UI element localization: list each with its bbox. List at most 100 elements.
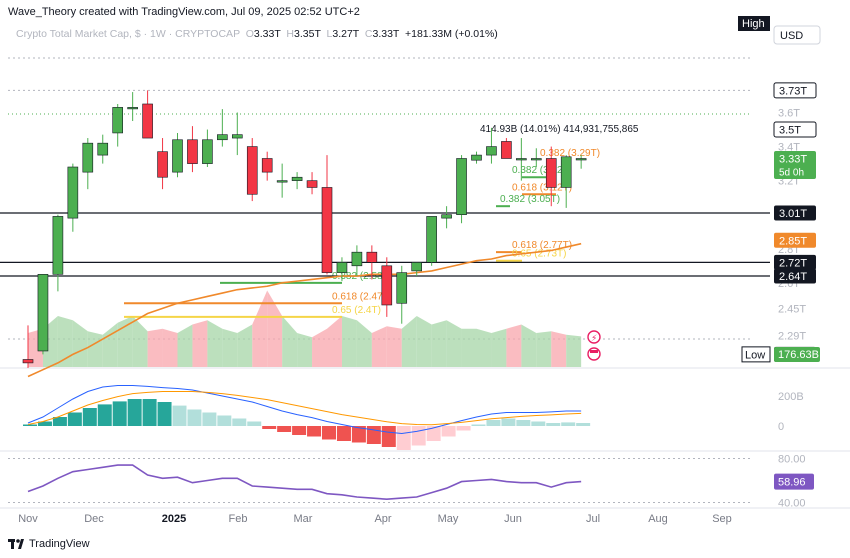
high-tag-box: [738, 16, 770, 31]
candle-body: [530, 158, 542, 161]
time-tick-label: Nov: [18, 513, 38, 525]
volume-segment: [371, 326, 387, 367]
candle-body: [172, 139, 183, 173]
volume-segment: [446, 320, 462, 367]
fib-label: 0.618 (3.12T): [512, 182, 572, 193]
symbol-info-bar: Crypto Total Market Cap, $ · 1W · CRYPTO…: [16, 28, 498, 40]
macd-histogram-bar: [396, 426, 411, 450]
time-tick-label: Jul: [586, 513, 600, 525]
macd-histogram-bar: [23, 424, 37, 426]
volume-segment: [282, 316, 298, 367]
ohlc-high: 3.35T: [294, 28, 321, 40]
volume-segment: [416, 316, 432, 367]
tradingview-logo[interactable]: TradingView: [8, 538, 90, 550]
volume-segment: [476, 328, 492, 367]
macd-histogram-bar: [486, 420, 501, 426]
rsi-tick-label: 40.00: [778, 498, 806, 510]
macd-histogram-bar: [411, 426, 426, 446]
fib-label: 0.65 (2.73T): [512, 249, 566, 260]
time-axis: Nov Dec 2025 Feb Mar Apr May Jun Jul Aug Sep: [18, 513, 732, 525]
macd-histogram-bar: [82, 408, 97, 426]
volume-segment: [356, 320, 372, 367]
macd-histogram-bar: [247, 421, 262, 426]
volume-segment: [431, 320, 447, 367]
candle-body: [456, 158, 467, 216]
macd-histogram-bar: [37, 421, 52, 426]
volume-segment: [312, 328, 327, 367]
price-label-pill: [774, 205, 816, 221]
currency-box: [773, 25, 821, 45]
price-tick-label: 2.29T: [778, 331, 806, 343]
macd-histogram-bar: [576, 423, 591, 426]
candle-body: [560, 156, 572, 188]
candle-body: [97, 142, 109, 156]
candle-body: [441, 214, 452, 219]
fib-label: 0.618 (2.77T): [512, 240, 572, 251]
volume-segment: [536, 331, 552, 367]
candle-body: [336, 262, 348, 273]
volume-value-pill: [774, 347, 820, 362]
macd-histogram-bar: [277, 426, 292, 432]
volume-segment: [87, 331, 103, 367]
ohlc-close: 3.33T: [372, 28, 400, 40]
candle-body: [471, 154, 482, 161]
macd-histogram-bar: [516, 420, 531, 426]
price-label-pill: [774, 232, 816, 248]
price-label: 3.73T: [779, 85, 807, 97]
candle-body: [501, 141, 512, 159]
macd-histogram-bar: [202, 412, 217, 426]
rsi-value-pill: [774, 473, 814, 490]
ohlc-change: +181.33M (+0.01%): [405, 28, 498, 40]
candle-body: [321, 187, 333, 273]
macd-histogram-bar: [232, 418, 247, 426]
volume-segment: [132, 316, 148, 367]
price-label: 2.72T: [779, 257, 807, 269]
candle-body: [575, 158, 587, 161]
low-tag: Low: [745, 349, 765, 361]
macd-pane: 200B 0: [23, 385, 804, 450]
candle-body: [366, 251, 378, 263]
macd-histogram-bar: [142, 399, 157, 426]
macd-histogram-bar: [546, 423, 561, 426]
macd-histogram-bar: [217, 415, 232, 426]
macd-line: [27, 385, 582, 435]
volume-segment: [461, 328, 477, 367]
currency-label: USD: [780, 30, 803, 42]
volume-segment: [192, 320, 208, 367]
flag-event-icon: [587, 347, 601, 361]
price-label-pill: [774, 268, 816, 284]
chart-header: Wave_Theory created with TradingView.com…: [8, 6, 360, 18]
price-label: 2.64T: [779, 271, 807, 283]
rsi-value: 58.96: [778, 477, 806, 489]
macd-histogram-bar: [127, 399, 142, 426]
low-tag-box: [741, 346, 771, 363]
time-tick-label: Jun: [504, 513, 522, 525]
candle-body: [157, 151, 168, 178]
price-label: 3.33T: [779, 153, 807, 165]
volume-segment: [506, 324, 522, 367]
volume-segment: [297, 333, 313, 367]
macd-histogram-bar: [336, 426, 351, 441]
volume-segment: [401, 316, 417, 367]
price-label-pill: [773, 121, 817, 138]
macd-histogram-bar: [157, 402, 172, 426]
candle-body: [276, 180, 288, 183]
candle-body: [52, 216, 64, 275]
volume-segment: [147, 328, 163, 367]
volume-segment: [491, 328, 507, 367]
volume-segment: [252, 290, 268, 367]
candle-body: [516, 158, 527, 161]
macd-histogram-bar: [112, 401, 127, 426]
time-tick-label: Feb: [229, 513, 248, 525]
candle-body: [381, 265, 393, 306]
ema-line: [27, 242, 582, 378]
volume-segment: [566, 334, 582, 367]
price-tick-label: 3.4T: [778, 142, 800, 154]
candle-body: [351, 251, 363, 267]
volume-segment: [177, 324, 193, 367]
macd-histogram-bar: [307, 426, 322, 437]
candle-body: [217, 134, 228, 141]
fib-levels: 0.382 (2.58T)0.618 (2.47T)0.65 (2.4T)0.6…: [124, 124, 639, 318]
volume-segment: [521, 324, 537, 367]
